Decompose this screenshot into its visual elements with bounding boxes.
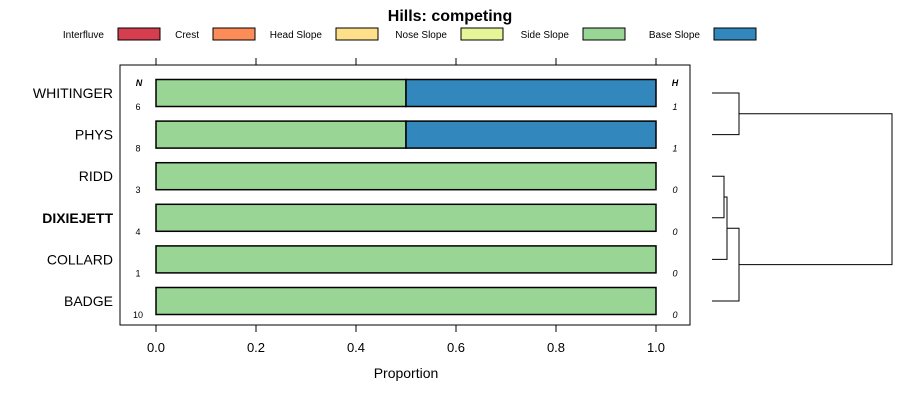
row-n-value: 4: [135, 227, 140, 237]
legend-swatch-head-slope: [335, 27, 379, 41]
row-label-dixiejett: DIXIEJETT: [42, 210, 113, 226]
x-tick-label: 1.0: [647, 340, 665, 355]
dendrogram-branch: [712, 196, 728, 260]
dendrogram-branch: [712, 227, 740, 302]
legend-label-base-slope: Base Slope: [649, 30, 701, 41]
row-h-value: 0: [672, 268, 677, 278]
row-n-value: 6: [135, 102, 140, 112]
row-label-whitinger: WHITINGER: [33, 85, 113, 101]
dendrogram-branch: [712, 92, 740, 136]
x-tick-label: 0.4: [347, 340, 365, 355]
legend-label-interfluve: Interfluve: [63, 30, 105, 41]
bar-segment-badge-side-slope: [155, 286, 657, 316]
x-tick-label: 0.6: [447, 340, 465, 355]
x-tick-label: 0.8: [547, 340, 565, 355]
row-h-value: 0: [672, 185, 677, 195]
plot-frame: [119, 64, 691, 326]
x-axis-label: Proportion: [374, 365, 439, 381]
row-n-value: 10: [133, 310, 143, 320]
row-label-collard: COLLARD: [47, 251, 113, 267]
bar-rows: WHITINGER 6 1 PHYS 8 1 RIDD 3 0 DIXIEJETT 4 0 COLLAR…: [33, 78, 678, 320]
row-h-value: 0: [672, 310, 677, 320]
legend-swatch-interfluve: [117, 27, 161, 41]
legend-swatch-base-slope: [713, 27, 757, 41]
x-tick-label: 0.0: [147, 340, 165, 355]
row-label-badge: BADGE: [64, 293, 113, 309]
bar-segment-ridd-side-slope: [155, 161, 657, 191]
row-label-phys: PHYS: [75, 127, 113, 143]
row-n-value: 3: [135, 185, 140, 195]
legend-swatch-nose-slope: [460, 27, 504, 41]
row-label-ridd: RIDD: [79, 168, 113, 184]
row-h-value: 0: [672, 227, 677, 237]
legend-label-nose-slope: Nose Slope: [395, 30, 447, 41]
dendrogram: [712, 92, 893, 302]
legend-label-side-slope: Side Slope: [521, 30, 570, 41]
n-column-header: N: [136, 78, 143, 88]
bar-segment-collard-side-slope: [155, 245, 657, 274]
dendrogram-branch: [739, 113, 893, 266]
dendrogram-branch: [712, 175, 725, 219]
x-axis: 0.0 0.2 0.4 0.6 0.8 1.0: [147, 58, 665, 355]
bar-segment-phys-base-slope: [405, 120, 657, 149]
x-tick-label: 0.2: [247, 340, 265, 355]
bar-segment-whitinger-side-slope: [155, 78, 407, 108]
row-h-value: 1: [672, 102, 677, 112]
row-h-value: 1: [672, 144, 677, 154]
bar-segment-whitinger-base-slope: [405, 78, 657, 108]
legend: Interfluve Crest Head Slope Nose Slope Side …: [63, 27, 757, 41]
bar-segment-phys-side-slope: [155, 120, 407, 149]
legend-swatch-crest: [212, 27, 256, 41]
legend-label-head-slope: Head Slope: [270, 30, 323, 41]
legend-swatch-side-slope: [582, 27, 626, 41]
bar-segment-dixiejett-side-slope: [155, 203, 657, 233]
row-n-value: 8: [135, 144, 140, 154]
h-column-header: H: [672, 78, 679, 88]
chart-title: Hills: competing: [388, 8, 512, 25]
row-n-value: 1: [135, 268, 140, 278]
legend-label-crest: Crest: [175, 30, 199, 41]
